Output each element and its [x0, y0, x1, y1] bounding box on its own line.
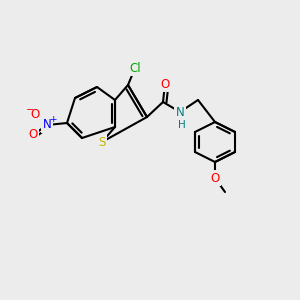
Text: S: S — [98, 136, 106, 148]
Text: N: N — [176, 106, 184, 118]
Text: N: N — [43, 118, 51, 131]
Text: O: O — [160, 77, 169, 91]
Text: Cl: Cl — [129, 61, 141, 74]
Text: O: O — [28, 128, 38, 142]
Text: O: O — [30, 109, 40, 122]
Text: O: O — [210, 172, 220, 184]
Text: −: − — [26, 105, 34, 115]
Text: +: + — [49, 116, 57, 124]
Text: H: H — [178, 120, 186, 130]
